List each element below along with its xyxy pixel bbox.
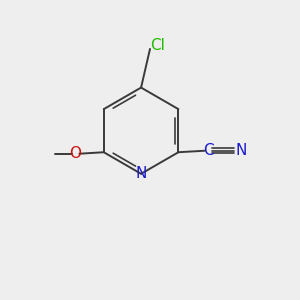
Text: C: C bbox=[203, 143, 213, 158]
Text: N: N bbox=[236, 143, 247, 158]
Text: O: O bbox=[70, 146, 82, 161]
Text: N: N bbox=[135, 166, 147, 181]
Text: Cl: Cl bbox=[150, 38, 165, 53]
